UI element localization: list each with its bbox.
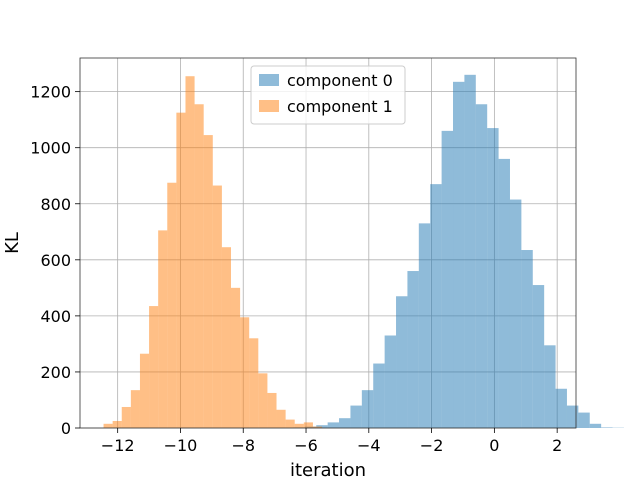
plot-frame — [79, 57, 577, 429]
bar-series-0 — [373, 363, 385, 428]
x-tick-label: −8 — [231, 436, 255, 455]
bar-series-1 — [203, 135, 213, 429]
bar-series-1 — [139, 353, 150, 428]
bar-series-1 — [130, 390, 140, 428]
bar-series-1 — [294, 423, 304, 428]
bar-series-0 — [407, 271, 419, 428]
y-tick-label: 1200 — [30, 83, 71, 102]
bar-series-1 — [258, 373, 268, 428]
bar-series-0 — [327, 422, 340, 428]
bar-series-1 — [285, 419, 295, 428]
bar-series-0 — [453, 81, 465, 429]
bar-series-0 — [578, 412, 590, 428]
bar-series-0 — [498, 158, 510, 428]
y-tick-label: 1000 — [30, 139, 71, 158]
bar-series-0 — [339, 418, 351, 428]
bar-series-0 — [430, 184, 442, 428]
bar-series-1 — [230, 287, 241, 428]
y-tick-label: 800 — [40, 195, 71, 214]
bar-series-1 — [194, 104, 204, 428]
y-tick-label: 600 — [40, 251, 71, 270]
bar-series-1 — [112, 420, 122, 428]
bar-series-1 — [240, 317, 250, 428]
bar-series-0 — [361, 390, 374, 428]
bar-series-0 — [475, 104, 488, 428]
bar-series-0 — [555, 388, 567, 428]
bar-series-0 — [418, 223, 431, 428]
bar-series-0 — [566, 405, 579, 428]
x-axis-label: iteration — [290, 460, 366, 480]
bar-series-1 — [158, 230, 168, 428]
x-tick-label: 2 — [552, 436, 562, 455]
y-tick-label: 400 — [40, 307, 71, 326]
bar-series-1 — [249, 338, 259, 428]
x-tick-label: −4 — [357, 436, 381, 455]
bar-series-1 — [176, 112, 186, 428]
bar-series-0 — [396, 296, 408, 428]
x-tick-label: −6 — [294, 436, 318, 455]
bar-series-1 — [267, 392, 277, 428]
legend-swatch — [259, 100, 279, 112]
legend-label: component 0 — [287, 71, 393, 90]
x-ticks: −12 −10 −8 −6 −4 −2 0 2 — [101, 428, 562, 455]
x-tick-label: −2 — [420, 436, 444, 455]
bar-series-0 — [532, 285, 545, 428]
bar-series-1 — [212, 185, 222, 428]
x-tick-label: −10 — [164, 436, 198, 455]
bar-series-0 — [441, 130, 454, 428]
bar-series-1 — [121, 406, 131, 428]
y-ticks: 0 200 400 600 800 1000 1200 — [30, 83, 80, 438]
bar-series-1 — [167, 182, 177, 428]
bar-series-1 — [149, 306, 159, 428]
bar-series-1 — [303, 422, 313, 428]
y-tick-label: 200 — [40, 363, 71, 382]
bar-series-1 — [276, 409, 286, 428]
bar-series-0 — [487, 128, 499, 429]
bar-series-0 — [384, 335, 397, 428]
y-tick-label: 0 — [61, 419, 71, 438]
bar-series-1 — [103, 423, 113, 428]
bar-series-1 — [185, 76, 195, 428]
bar-series-0 — [464, 74, 476, 429]
legend-box — [250, 65, 406, 125]
y-axis-label: KL — [2, 232, 23, 254]
bar-series-0 — [589, 423, 602, 428]
x-tick-label: −12 — [101, 436, 135, 455]
legend: component 0 component 1 — [250, 65, 406, 125]
bar-series-1 — [221, 247, 231, 428]
legend-label: component 1 — [287, 97, 393, 116]
legend-swatch — [259, 74, 279, 86]
bar-series-0 — [350, 405, 362, 428]
bar-series-0 — [601, 427, 613, 428]
bar-series-0 — [544, 345, 556, 428]
bar-series-0 — [509, 199, 522, 428]
bars — [103, 74, 624, 429]
x-tick-label: 0 — [489, 436, 499, 455]
bar-series-0 — [521, 250, 533, 428]
bar-series-1 — [312, 426, 323, 428]
